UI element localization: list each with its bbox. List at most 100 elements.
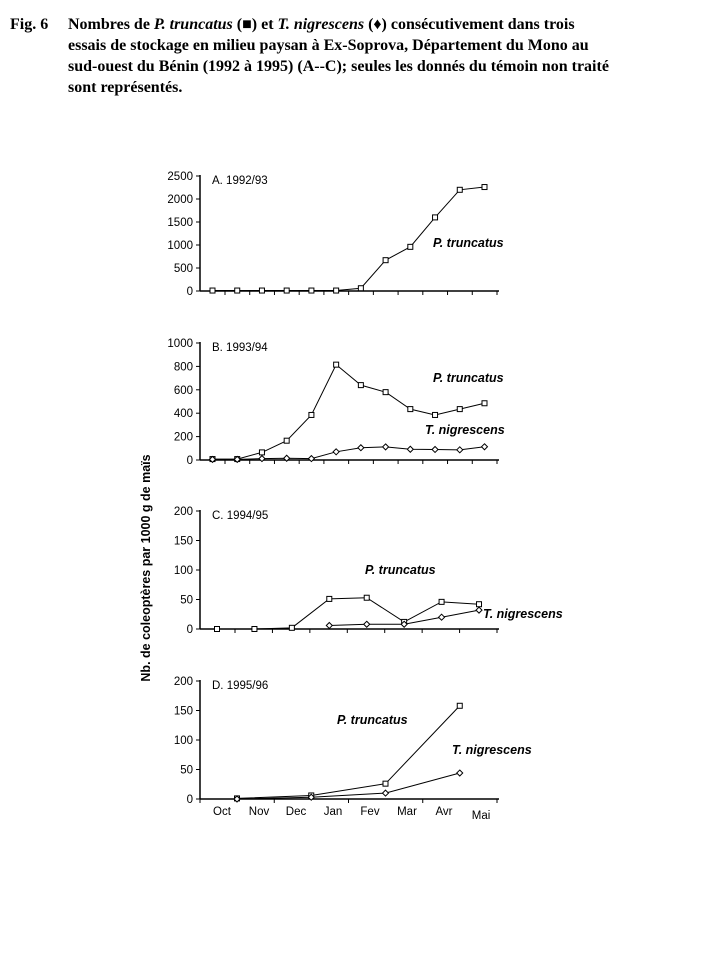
t-nigrescens-marker [363, 620, 371, 628]
caption-text: Nombres de [68, 16, 154, 33]
species-name: T. nigrescens [277, 16, 365, 33]
p-truncatus-marker [382, 389, 389, 396]
p-truncatus-marker [481, 184, 488, 191]
month-label: Fev [360, 806, 379, 818]
p-truncatus-marker [258, 287, 265, 294]
figure-caption-text: Nombres de P. truncatus (■) et T. nigres… [68, 14, 715, 98]
p-truncatus-marker [234, 287, 241, 294]
p-truncatus-label: P. truncatus [365, 563, 436, 577]
y-tick-label: 1000 [167, 240, 193, 252]
t-nigrescens-marker [431, 445, 439, 454]
caption-line: sont représentés. [68, 77, 715, 98]
p-truncatus-marker [308, 411, 315, 418]
month-label: Oct [213, 806, 232, 818]
y-tick-label: 0 [187, 286, 193, 298]
p-truncatus-marker [209, 287, 216, 294]
t-nigrescens-marker [307, 793, 315, 801]
y-tick-label: 50 [180, 765, 193, 777]
p-truncatus-line [212, 186, 485, 292]
caption-line: essais de stockage en milieu paysan à Ex… [68, 35, 715, 56]
p-truncatus-marker [214, 626, 220, 632]
p-truncatus-marker [382, 780, 389, 787]
chart-panel-c-1994-95: 0 50 100 150 200 C. 1994/95 P. truncatus T. nig… [174, 506, 563, 636]
y-tick-label: 150 [174, 706, 193, 718]
t-nigrescens-marker [456, 769, 464, 777]
caption-line: Nombres de P. truncatus (■) et T. nigres… [68, 14, 715, 35]
y-tick-label: 100 [174, 735, 193, 747]
p-truncatus-marker [333, 287, 340, 294]
p-truncatus-marker [456, 702, 463, 709]
p-truncatus-marker [333, 361, 340, 368]
y-tick-label: 100 [174, 565, 193, 577]
p-truncatus-marker [357, 382, 364, 389]
panel-title: B. 1993/94 [212, 342, 268, 354]
p-truncatus-marker [382, 257, 389, 264]
p-truncatus-marker [288, 624, 295, 631]
t-nigrescens-marker [406, 445, 415, 453]
p-truncatus-marker [481, 400, 488, 407]
p-truncatus-marker [432, 214, 439, 221]
t-nigrescens-marker [437, 613, 446, 621]
p-truncatus-marker [251, 626, 258, 632]
caption-text: sud-ouest du Bénin (1992 à 1995) (A--C);… [68, 58, 609, 75]
p-truncatus-line [236, 705, 461, 799]
t-nigrescens-marker [233, 795, 241, 803]
t-nigrescens-marker [381, 789, 390, 797]
y-tick-label: 400 [174, 408, 193, 420]
y-tick-label: 2000 [167, 194, 193, 206]
t-nigrescens-marker [307, 454, 316, 463]
y-tick-label: 200 [174, 432, 193, 444]
t-nigrescens-marker [456, 446, 464, 454]
y-tick-label: 800 [174, 361, 193, 373]
p-truncatus-marker [476, 601, 483, 608]
y-tick-label: 150 [174, 536, 193, 548]
caption-text: essais de stockage en milieu paysan à Ex… [68, 37, 589, 54]
p-truncatus-label: P. truncatus [433, 236, 504, 250]
p-truncatus-marker [357, 285, 364, 292]
t-nigrescens-marker [332, 448, 340, 456]
t-nigrescens-label: T. nigrescens [425, 423, 505, 437]
p-truncatus-marker [432, 411, 439, 418]
p-truncatus-marker [407, 243, 414, 250]
p-truncatus-label: P. truncatus [433, 371, 504, 385]
p-truncatus-marker [326, 595, 333, 602]
t-nigrescens-marker [208, 455, 217, 464]
p-truncatus-marker [456, 186, 463, 193]
p-truncatus-marker [438, 598, 445, 605]
month-label: Mar [397, 806, 417, 818]
p-truncatus-marker [308, 287, 315, 294]
t-nigrescens-line [236, 772, 460, 800]
y-tick-label: 0 [187, 455, 193, 467]
y-tick-label: 500 [174, 263, 193, 275]
p-truncatus-marker [283, 287, 290, 294]
month-label: Jan [324, 806, 343, 818]
t-nigrescens-marker [357, 444, 365, 452]
p-truncatus-marker [363, 594, 370, 601]
y-tick-label: 2500 [167, 171, 193, 183]
p-truncatus-marker [407, 406, 414, 413]
figure-label: Fig. 6 [10, 16, 49, 33]
t-nigrescens-marker [325, 621, 333, 630]
t-nigrescens-marker [233, 455, 241, 464]
y-tick-label: 1000 [167, 338, 193, 350]
caption-text: (♦) consécutivement dans trois [364, 16, 575, 33]
chart-panel-d-1995-96: 0 50 100 150 200 D. 1995/96 P. truncatus T. nig… [174, 676, 532, 822]
panel-title: D. 1995/96 [212, 680, 268, 692]
caption-text: (■) et [232, 16, 278, 33]
panel-title: C. 1994/95 [212, 510, 268, 522]
y-tick-label: 200 [174, 506, 193, 518]
month-label: Nov [249, 806, 270, 818]
month-label: Mai [472, 810, 491, 822]
month-label: Dec [286, 806, 307, 818]
t-nigrescens-label: T. nigrescens [483, 607, 563, 621]
t-nigrescens-label: T. nigrescens [452, 743, 532, 757]
month-label: Avr [435, 806, 452, 818]
p-truncatus-label: P. truncatus [337, 713, 408, 727]
panel-title: A. 1992/93 [212, 175, 268, 187]
t-nigrescens-marker [475, 606, 483, 614]
p-truncatus-marker [456, 406, 463, 413]
chart-panel-a-1992-93: 0 500 1000 1500 2000 2500 A. 1992/93 P. truncat… [167, 171, 503, 298]
y-tick-label: 0 [187, 624, 193, 636]
